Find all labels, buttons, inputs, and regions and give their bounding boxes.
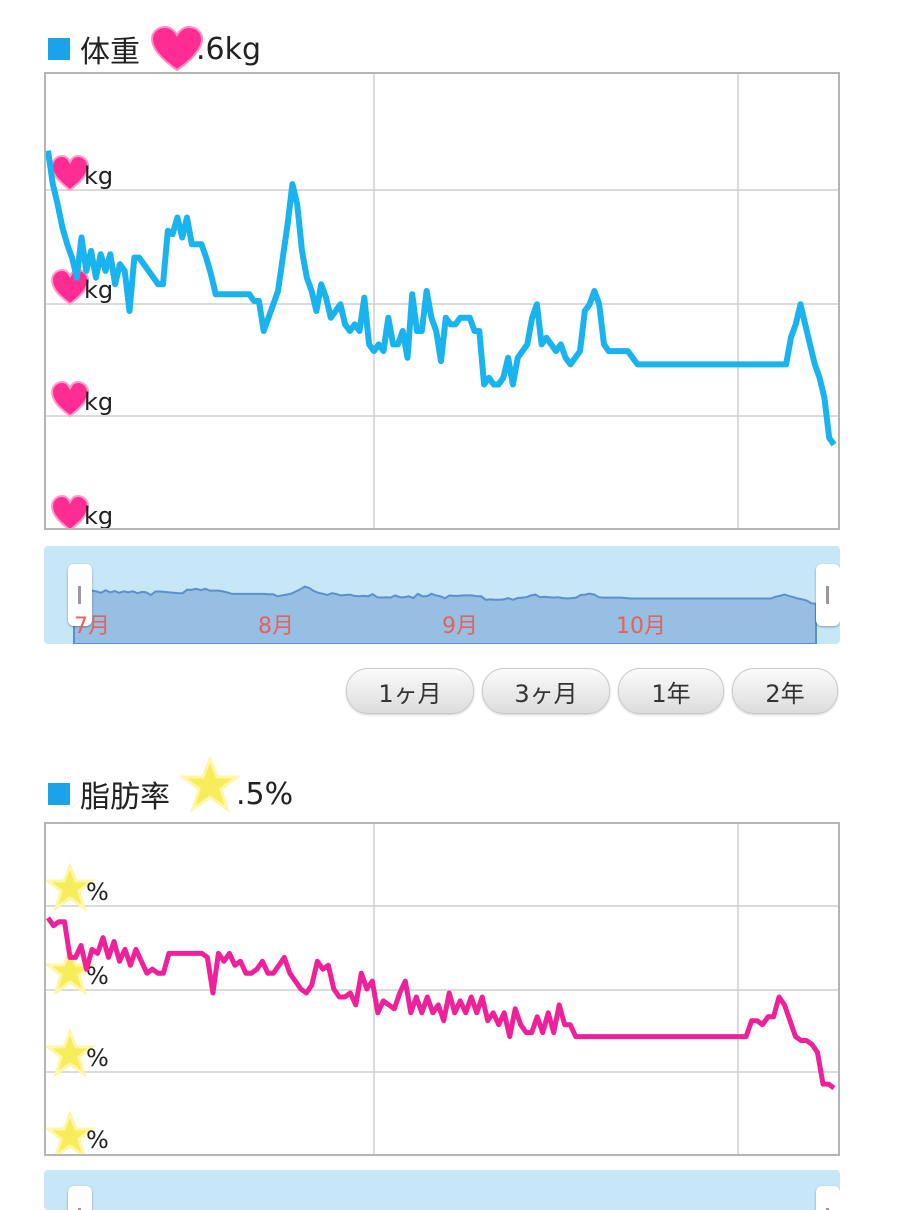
y-tick-label: kg [84, 276, 113, 304]
range-navigator[interactable]: 7月 8月 9月 10月 [44, 546, 840, 644]
fat-chart-svg: %%%% [46, 824, 838, 1154]
y-tick-label: kg [84, 388, 113, 416]
star-sticker-icon [46, 1109, 97, 1154]
heart-sticker-icon [50, 380, 90, 418]
weight-chart-svg: kg kg kg kg [46, 74, 838, 528]
y-tick-label: kg [84, 502, 113, 528]
heart-sticker-icon [150, 25, 204, 72]
range-button-group: 1ヶ月 3ヶ月 1年 2年 [346, 668, 838, 714]
weight-chart[interactable]: kg kg kg kg [44, 72, 840, 530]
y-tick-label: % [86, 1044, 109, 1072]
fat-chart[interactable]: %%%% [44, 822, 840, 1156]
navigator-area [73, 582, 817, 644]
range-1-year-button[interactable]: 1年 [618, 668, 724, 714]
navigator-right-handle[interactable] [816, 564, 840, 626]
month-label-10: 10月 [616, 614, 666, 639]
heart-sticker-icon [50, 494, 90, 528]
star-sticker-icon [46, 1027, 97, 1078]
range-2-year-button[interactable]: 2年 [732, 668, 838, 714]
range-3-month-button[interactable]: 3ヶ月 [482, 668, 610, 714]
fat-range-navigator[interactable] [44, 1170, 840, 1210]
fat-navigator-left-handle[interactable] [68, 1186, 92, 1210]
star-sticker-icon [178, 754, 242, 813]
month-label-8: 8月 [258, 614, 294, 639]
range-1-month-button[interactable]: 1ヶ月 [346, 668, 474, 714]
weight-series-line [46, 150, 837, 447]
month-label-7: 7月 [74, 614, 110, 639]
navigator-svg [73, 582, 817, 644]
star-sticker-icon [46, 861, 97, 912]
fat-title: 脂肪率 .5% [48, 754, 294, 816]
weight-title: 体重 .6kg [48, 25, 262, 72]
heart-sticker-icon [50, 154, 90, 192]
month-label-9: 9月 [442, 614, 478, 639]
weight-value: .6kg [196, 31, 262, 67]
fat-title-label: 脂肪率 [80, 780, 170, 815]
fat-navigator-right-handle[interactable] [816, 1186, 840, 1210]
title-marker-icon [48, 38, 70, 60]
heart-sticker-icon [50, 268, 90, 306]
title-marker-icon [48, 783, 70, 805]
y-tick-label: % [86, 962, 109, 990]
y-tick-label: % [86, 1126, 109, 1154]
weight-title-label: 体重 [80, 35, 140, 70]
fat-value: .5% [236, 776, 294, 812]
fat-series-line [46, 916, 836, 1091]
y-tick-label: kg [84, 162, 113, 190]
y-tick-label: % [86, 878, 109, 906]
navigator-left-handle[interactable] [68, 564, 92, 626]
